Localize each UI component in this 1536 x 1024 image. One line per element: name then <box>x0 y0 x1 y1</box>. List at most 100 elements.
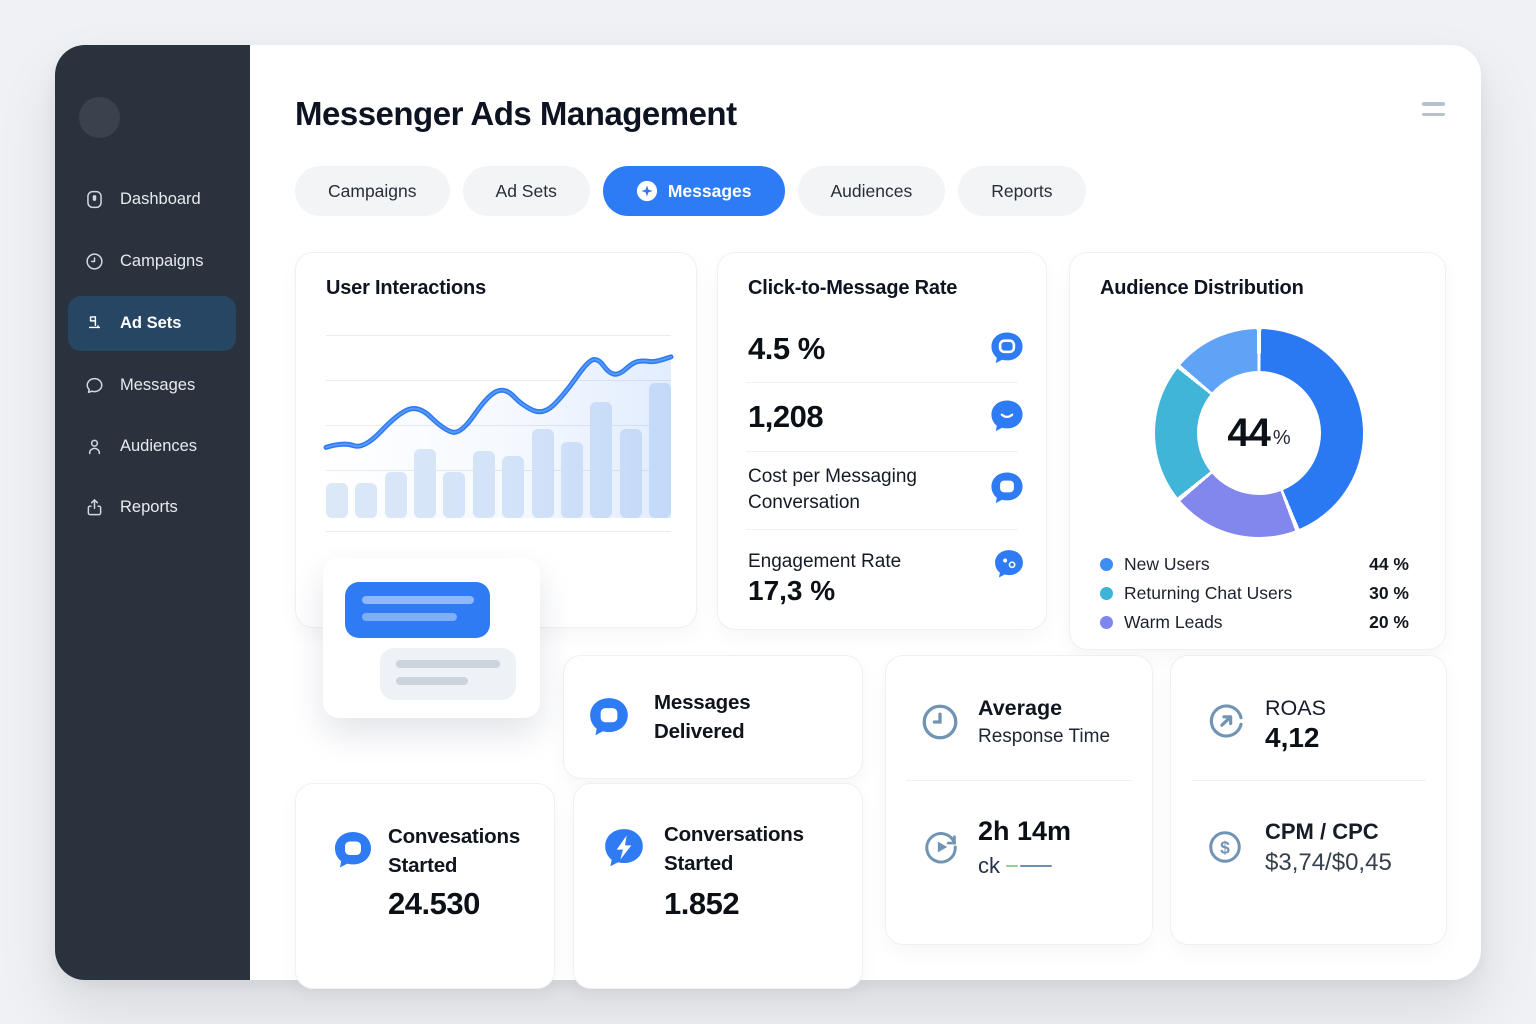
clock-icon <box>922 704 958 740</box>
sidebar-item-campaigns[interactable]: Campaigns <box>68 234 236 289</box>
sidebar: Dashboard Campaigns Ad Sets Messages Aud… <box>55 45 250 980</box>
tab-audiences[interactable]: Audiences <box>797 166 946 216</box>
legend-label: New Users <box>1124 553 1210 574</box>
messages-delivered-label: Messages Delivered <box>654 691 751 743</box>
roas-label: ROAS <box>1265 696 1326 720</box>
share-icon <box>87 499 102 516</box>
messaging-conversations-value: 1,208 <box>748 399 824 434</box>
legend-value: 44 % <box>1369 553 1409 574</box>
tab-campaigns[interactable]: Campaigns <box>295 166 450 216</box>
legend-value: 30 % <box>1369 582 1409 603</box>
average-label: Average <box>978 696 1063 720</box>
user-interactions-chart <box>323 335 674 532</box>
audience-distribution-card: Audience Distribution 44 % New Users 44 … <box>1069 252 1446 650</box>
conversations-started-card-2: Conversations Started 1.852 <box>573 783 863 989</box>
conversations-started-card-1: Convesations Started 24.530 <box>295 783 555 989</box>
legend-dot-new-users <box>1100 557 1113 571</box>
sidebar-item-audiences[interactable]: Audiences <box>68 419 236 474</box>
chat-square-icon <box>590 698 628 736</box>
dashboard-icon <box>87 190 102 209</box>
messenger-bolt-icon <box>605 829 643 867</box>
clock-icon <box>86 253 103 270</box>
legend-row: Returning Chat Users 30 % <box>1100 581 1409 605</box>
audience-donut-chart: 44 % <box>1155 329 1363 537</box>
tab-label: Reports <box>991 180 1053 201</box>
sparkle-circle-icon <box>636 180 657 202</box>
chart-line-highlight <box>325 356 672 449</box>
donut-center: 44 % <box>1197 371 1321 495</box>
legend-label: Warm Leads <box>1124 611 1223 632</box>
card-title: Click-to-Message Rate <box>748 277 958 299</box>
avatar[interactable] <box>79 97 120 138</box>
chat-bubble-icon <box>86 377 103 393</box>
sidebar-item-ad-sets[interactable]: Ad Sets <box>68 296 236 351</box>
sidebar-item-label: Dashboard <box>120 190 201 208</box>
engagement-rate-value: 17,3 % <box>748 575 836 606</box>
chat-square-icon <box>335 832 371 868</box>
legend-dot-returning-chat-users <box>1100 586 1113 600</box>
sidebar-item-label: Ad Sets <box>120 314 182 332</box>
tab-bar: Campaigns Ad Sets Messages Audiences Rep… <box>295 166 1086 216</box>
play-refresh-icon <box>925 832 957 864</box>
donut-center-value: 44 <box>1227 410 1270 455</box>
line-series <box>323 354 674 518</box>
svg-text:$: $ <box>1220 837 1230 857</box>
sidebar-item-label: Audiences <box>120 437 198 455</box>
chat-preview-card <box>323 558 540 718</box>
card-title: Audience Distribution <box>1100 277 1304 299</box>
click-to-message-rate-value: 4.5 % <box>748 331 825 366</box>
cpm-cpc-label: CPM / CPC <box>1265 819 1379 844</box>
chart-area <box>326 356 671 518</box>
legend-value: 20 % <box>1369 611 1409 632</box>
response-time-value: 2h 14m <box>978 816 1072 846</box>
legend-row: New Users 44 % <box>1100 552 1409 576</box>
page-title: Messenger Ads Management <box>295 95 737 132</box>
subtext-label: ck <box>978 853 1000 878</box>
legend-row: Warm Leads 20 % <box>1100 610 1409 634</box>
tab-label: Audiences <box>830 180 913 201</box>
click-to-message-card: Click-to-Message Rate 4.5 % 1,208 Cost p… <box>717 252 1047 630</box>
dollar-icon: $ <box>1209 831 1241 863</box>
roas-cpm-card: ROAS 4,12 $ CPM / CPC $3,74/$0,45 <box>1170 655 1447 945</box>
chat-smile-icon <box>991 400 1023 432</box>
app-window: Dashboard Campaigns Ad Sets Messages Aud… <box>55 45 1481 989</box>
average-response-card: Average Response Time 2h 14m ck <box>885 655 1153 945</box>
legend-dot-warm-leads <box>1100 615 1113 629</box>
received-message-bubble <box>380 648 516 700</box>
trend-arrow-icon <box>1209 704 1243 738</box>
sidebar-item-label: Messages <box>120 376 196 394</box>
sidebar-item-reports[interactable]: Reports <box>68 480 236 535</box>
conversations-started-label: Conversations Started <box>664 823 804 875</box>
card-title: User Interactions <box>326 277 486 299</box>
response-time-subtext: ck <box>978 853 1052 879</box>
tab-ad-sets[interactable]: Ad Sets <box>462 166 590 216</box>
cpm-cpc-value: $3,74/$0,45 <box>1265 849 1392 876</box>
tab-messages[interactable]: Messages <box>602 166 785 216</box>
chat-outline-icon <box>991 332 1023 364</box>
sidebar-item-messages[interactable]: Messages <box>68 358 236 413</box>
conversations-started-value: 24.530 <box>388 886 480 921</box>
chat-dots-icon <box>995 550 1023 578</box>
tab-label: Campaigns <box>328 180 417 201</box>
messages-delivered-card: Messages Delivered <box>563 655 863 779</box>
tab-label: Ad Sets <box>495 180 557 201</box>
conversations-started-label: Convesations Started <box>388 825 521 877</box>
sidebar-item-label: Campaigns <box>120 252 204 270</box>
donut-center-unit: % <box>1272 426 1291 449</box>
conversations-started-value: 1.852 <box>664 886 740 921</box>
sidebar-item-label: Reports <box>120 498 178 516</box>
person-icon <box>88 439 101 455</box>
response-time-label: Response Time <box>978 726 1111 747</box>
hamburger-menu-icon[interactable] <box>1422 102 1446 118</box>
sent-message-bubble <box>345 582 490 638</box>
legend-label: Returning Chat Users <box>1124 582 1293 603</box>
roas-value: 4,12 <box>1265 722 1320 753</box>
engagement-rate-label: Engagement Rate <box>748 551 902 572</box>
chat-square-icon <box>991 472 1023 504</box>
tab-label: Messages <box>667 180 752 201</box>
subtext-decoration <box>1006 864 1052 867</box>
sidebar-item-dashboard[interactable]: Dashboard <box>68 172 236 227</box>
tab-reports[interactable]: Reports <box>958 166 1086 216</box>
cost-per-conversation-label: Cost per Messaging Conversation <box>748 466 917 513</box>
ad-sets-icon <box>88 316 101 329</box>
